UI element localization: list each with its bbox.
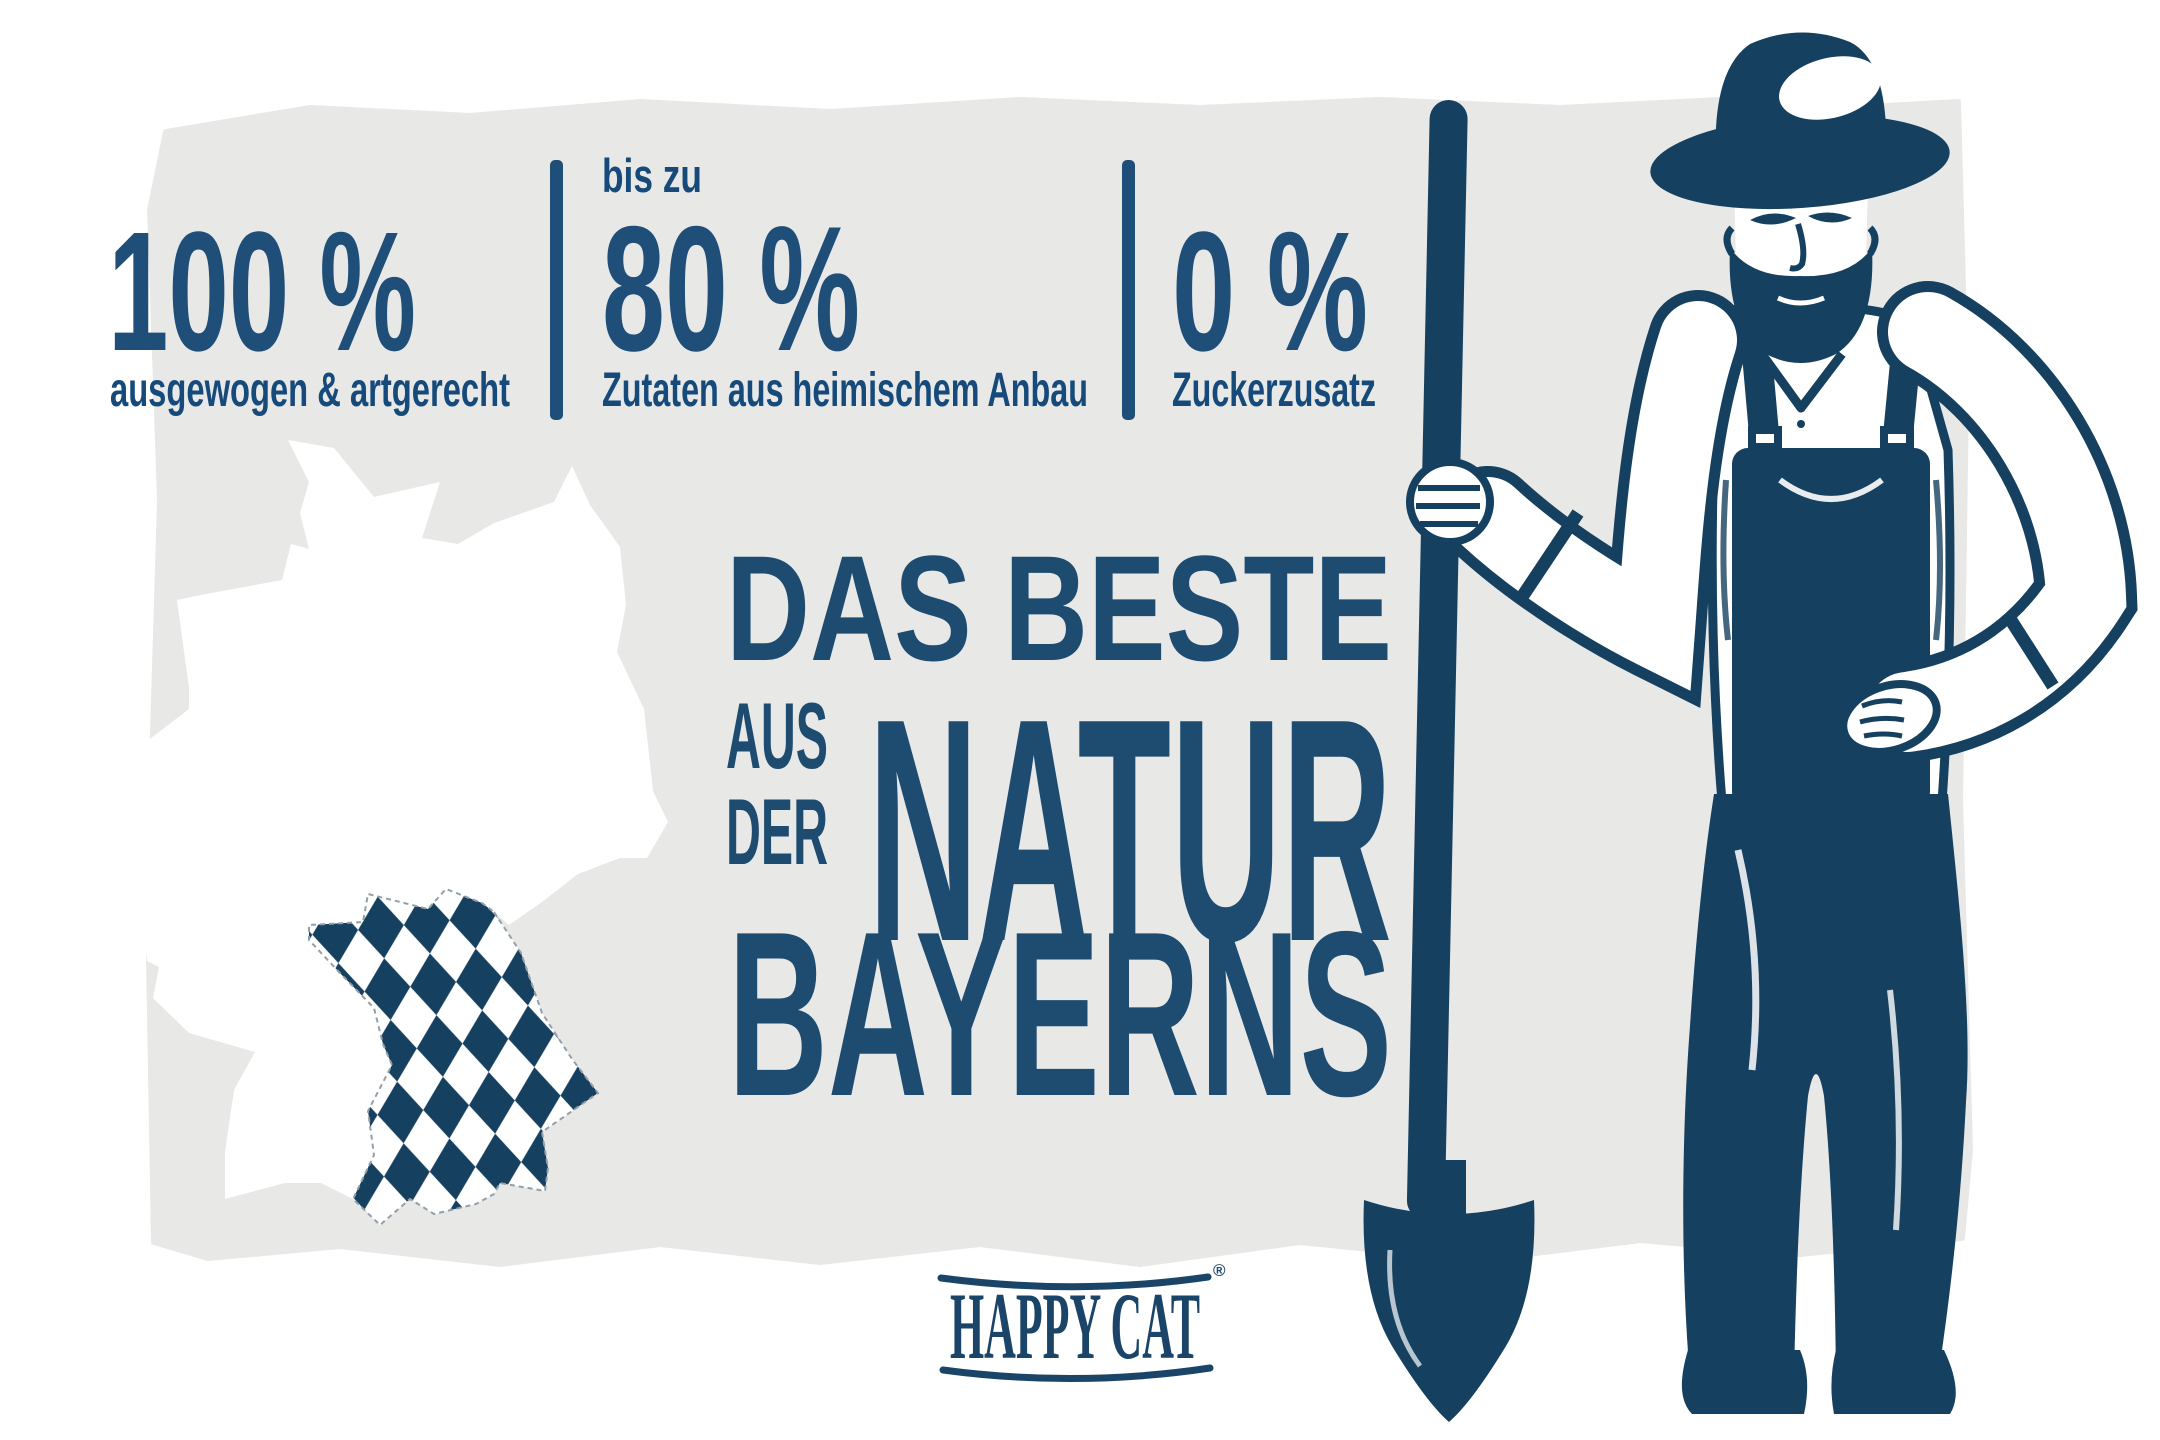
stat-local-ingredients: bis zu 80 % Zutaten aus heimischem Anbau [602,149,1088,417]
logo-registered-mark: ® [1213,1261,1226,1280]
stat-no-sugar: 0 % Zuckerzusatz [1172,197,1376,417]
stat-local-value: 80 % [602,189,860,388]
farmer-illustration [1363,32,2138,1422]
headline-natur: NATUR [868,653,1392,1008]
stat-divider-1 [550,160,563,420]
farmer-body [1406,281,2138,1414]
happy-cat-logo: HAPPY CAT ® [937,1261,1226,1383]
stats-row: 100 % ausgewogen & artgerecht bis zu 80 … [108,149,1376,420]
stat-balanced-label: ausgewogen & artgerecht [110,364,510,417]
bavaria-region [308,887,600,1227]
stat-no-sugar-label: Zuckerzusatz [1172,364,1376,417]
stat-balanced-value: 100 % [108,197,416,387]
headline-der: DER [726,779,828,884]
headline: DAS BESTE AUS DER NATUR BAYERNS [726,524,1392,1120]
stat-no-sugar-value: 0 % [1172,197,1368,387]
logo-top-swoosh [937,1273,1212,1291]
logo-wordmark: HAPPY CAT [950,1273,1200,1379]
farmer-head [1650,32,1950,363]
stat-local-prefix: bis zu [602,149,702,202]
shovel-icon [1363,99,1535,1422]
germany-map-icon [121,440,668,1227]
headline-aus: AUS [726,683,828,788]
logo-bottom-swoosh [939,1364,1214,1383]
farmer-hat-icon [1650,32,1950,210]
headline-line1: DAS BESTE [726,524,1392,692]
stat-local-label: Zutaten aus heimischem Anbau [602,364,1088,417]
stat-balanced: 100 % ausgewogen & artgerecht [108,197,510,417]
stat-divider-2 [1122,160,1135,420]
headline-line3: BAYERNS [728,882,1392,1120]
